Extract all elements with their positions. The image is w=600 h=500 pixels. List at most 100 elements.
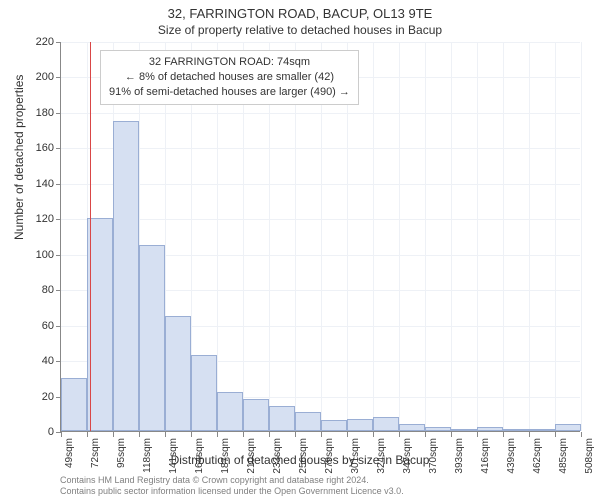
y-tick-mark xyxy=(56,290,61,291)
x-tick-mark xyxy=(191,432,192,437)
footer-line-2: Contains public sector information licen… xyxy=(60,486,404,497)
x-tick-mark xyxy=(87,432,88,437)
histogram-bar xyxy=(347,419,373,431)
histogram-bar xyxy=(477,427,503,431)
x-tick-mark xyxy=(373,432,374,437)
x-tick-mark xyxy=(61,432,62,437)
histogram-bar xyxy=(269,406,295,431)
x-tick-label: 118sqm xyxy=(142,438,153,473)
histogram-bar xyxy=(529,429,555,431)
y-tick-mark xyxy=(56,255,61,256)
histogram-bar xyxy=(451,429,477,431)
chart-title-main: 32, FARRINGTON ROAD, BACUP, OL13 9TE xyxy=(0,0,600,21)
x-tick-label: 416sqm xyxy=(480,438,491,474)
x-tick-mark xyxy=(165,432,166,437)
x-tick-mark xyxy=(243,432,244,437)
y-tick-label: 140 xyxy=(24,178,54,190)
x-tick-label: 301sqm xyxy=(350,438,361,474)
y-tick-label: 200 xyxy=(24,71,54,83)
histogram-bar xyxy=(113,121,139,431)
histogram-bar xyxy=(87,218,113,431)
y-tick-label: 220 xyxy=(24,36,54,48)
gridline-v xyxy=(425,42,426,431)
y-tick-label: 20 xyxy=(24,391,54,403)
histogram-bar xyxy=(373,417,399,431)
x-tick-mark xyxy=(321,432,322,437)
footer-line-1: Contains HM Land Registry data © Crown c… xyxy=(60,475,404,486)
x-tick-mark xyxy=(139,432,140,437)
gridline-v xyxy=(477,42,478,431)
x-tick-mark xyxy=(555,432,556,437)
reference-line xyxy=(90,42,91,431)
x-tick-label: 347sqm xyxy=(402,438,413,474)
x-tick-label: 324sqm xyxy=(376,438,387,474)
y-tick-mark xyxy=(56,42,61,43)
x-tick-label: 439sqm xyxy=(506,438,517,474)
gridline-v xyxy=(451,42,452,431)
x-tick-mark xyxy=(347,432,348,437)
gridline-v xyxy=(399,42,400,431)
histogram-bar xyxy=(503,429,529,431)
gridline-v xyxy=(503,42,504,431)
x-tick-mark xyxy=(503,432,504,437)
y-tick-label: 100 xyxy=(24,249,54,261)
y-tick-mark xyxy=(56,77,61,78)
x-tick-label: 393sqm xyxy=(454,438,465,474)
x-tick-label: 508sqm xyxy=(584,438,595,474)
x-tick-mark xyxy=(269,432,270,437)
histogram-bar xyxy=(191,355,217,431)
x-tick-mark xyxy=(477,432,478,437)
annotation-box: 32 FARRINGTON ROAD: 74sqm ← 8% of detach… xyxy=(100,50,359,105)
y-tick-mark xyxy=(56,361,61,362)
x-tick-label: 187sqm xyxy=(220,438,231,474)
y-tick-label: 40 xyxy=(24,355,54,367)
y-tick-label: 120 xyxy=(24,213,54,225)
y-tick-label: 80 xyxy=(24,284,54,296)
x-tick-label: 233sqm xyxy=(272,438,283,474)
x-tick-label: 141sqm xyxy=(168,438,179,474)
annotation-line-2: ← 8% of detached houses are smaller (42) xyxy=(109,70,350,85)
x-tick-label: 95sqm xyxy=(116,438,127,468)
y-tick-mark xyxy=(56,113,61,114)
histogram-bar xyxy=(425,427,451,431)
x-tick-label: 49sqm xyxy=(64,438,75,468)
histogram-bar xyxy=(243,399,269,431)
x-tick-mark xyxy=(451,432,452,437)
histogram-bar xyxy=(61,378,87,431)
histogram-bar xyxy=(165,316,191,431)
y-tick-label: 0 xyxy=(24,426,54,438)
gridline-v xyxy=(555,42,556,431)
gridline-v xyxy=(529,42,530,431)
x-tick-label: 370sqm xyxy=(428,438,439,474)
chart-title-sub: Size of property relative to detached ho… xyxy=(0,21,600,37)
x-tick-mark xyxy=(113,432,114,437)
x-tick-label: 164sqm xyxy=(194,438,205,474)
x-tick-label: 256sqm xyxy=(298,438,309,474)
histogram-bar xyxy=(399,424,425,431)
y-tick-label: 180 xyxy=(24,107,54,119)
x-tick-mark xyxy=(399,432,400,437)
x-tick-mark xyxy=(425,432,426,437)
x-tick-label: 485sqm xyxy=(558,438,569,474)
histogram-bar xyxy=(295,412,321,432)
x-tick-label: 72sqm xyxy=(90,438,101,468)
histogram-bar xyxy=(555,424,581,431)
histogram-bar xyxy=(217,392,243,431)
gridline-v xyxy=(581,42,582,431)
x-tick-mark xyxy=(217,432,218,437)
annotation-line-3: 91% of semi-detached houses are larger (… xyxy=(109,85,350,100)
histogram-bar xyxy=(321,420,347,431)
footer-attribution: Contains HM Land Registry data © Crown c… xyxy=(60,475,404,498)
x-tick-mark xyxy=(529,432,530,437)
y-tick-mark xyxy=(56,184,61,185)
x-tick-mark xyxy=(295,432,296,437)
y-tick-label: 60 xyxy=(24,320,54,332)
y-tick-label: 160 xyxy=(24,142,54,154)
y-tick-mark xyxy=(56,148,61,149)
y-tick-mark xyxy=(56,326,61,327)
x-tick-label: 210sqm xyxy=(246,438,257,474)
gridline-v xyxy=(373,42,374,431)
x-tick-label: 462sqm xyxy=(532,438,543,474)
y-tick-mark xyxy=(56,219,61,220)
annotation-line-1: 32 FARRINGTON ROAD: 74sqm xyxy=(109,55,350,70)
